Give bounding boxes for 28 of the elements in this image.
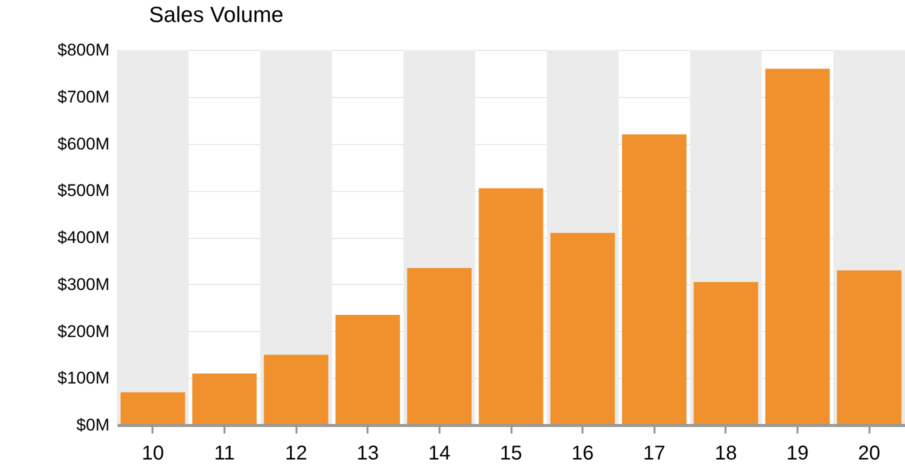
x-tick-label: 17	[643, 442, 666, 464]
x-tick-label: 11	[214, 442, 235, 464]
x-tick-label: 14	[428, 442, 450, 464]
x-tick-label: 18	[714, 442, 738, 464]
y-tick-label: $0M	[76, 416, 110, 434]
y-tick-label: $500M	[58, 181, 110, 200]
bar	[264, 354, 328, 425]
bar	[335, 314, 400, 425]
y-tick-label: $400M	[58, 228, 110, 247]
x-tick-label: 13	[356, 442, 379, 464]
y-tick-label: $700M	[58, 87, 110, 106]
chart-title: Sales Volume	[149, 2, 284, 27]
x-tick-label: 15	[500, 442, 522, 464]
y-tick-label: $800M	[58, 40, 110, 60]
bar	[765, 68, 830, 425]
x-tick-label: 20	[858, 442, 880, 464]
y-tick-label: $100M	[58, 368, 110, 388]
bar	[622, 134, 687, 425]
x-tick-label: 12	[284, 442, 308, 464]
bar	[120, 392, 186, 425]
y-tick-label: $200M	[58, 322, 110, 341]
y-tick-label: $600M	[58, 134, 110, 154]
bar	[192, 373, 257, 425]
x-tick-label: 19	[786, 442, 809, 464]
x-tick-label: 16	[572, 442, 594, 464]
bar	[478, 188, 544, 425]
y-tick-label: $300M	[58, 274, 110, 294]
x-tick-label: 10	[142, 442, 164, 464]
